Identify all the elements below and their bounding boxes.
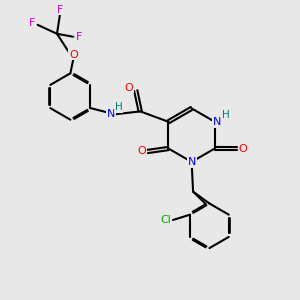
Text: F: F xyxy=(57,5,64,15)
Text: H: H xyxy=(222,110,230,120)
Text: O: O xyxy=(137,146,146,157)
Text: N: N xyxy=(107,109,116,119)
Text: N: N xyxy=(213,117,221,127)
Text: N: N xyxy=(188,157,196,167)
Text: F: F xyxy=(76,32,83,42)
Text: O: O xyxy=(238,143,247,154)
Text: F: F xyxy=(29,18,35,28)
Text: H: H xyxy=(115,102,122,112)
Text: Cl: Cl xyxy=(160,215,171,225)
Text: O: O xyxy=(69,50,78,60)
Text: O: O xyxy=(125,82,134,93)
